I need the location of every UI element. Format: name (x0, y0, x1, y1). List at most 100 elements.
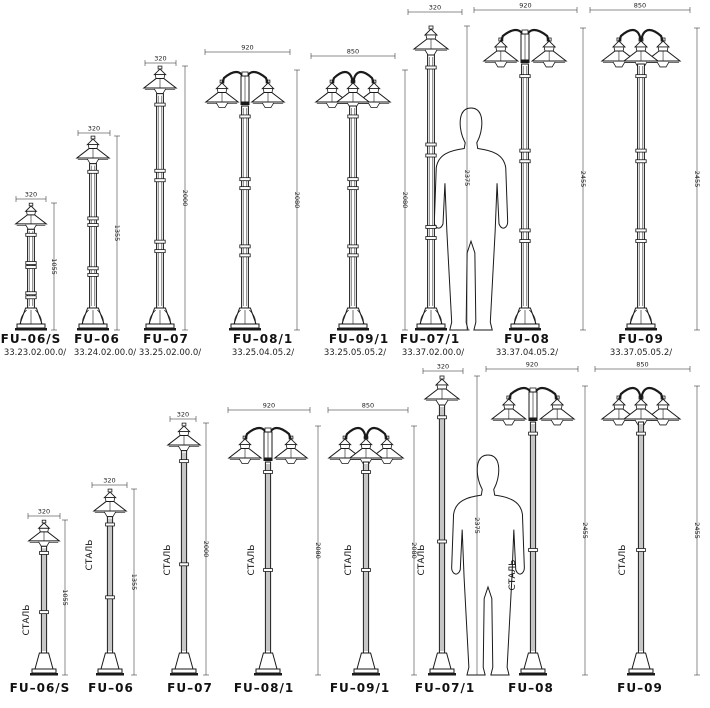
center-tower-lantern (263, 427, 273, 461)
lamp-post-top-7 (482, 28, 568, 331)
lantern-head (142, 65, 178, 95)
arm-assembly (482, 28, 568, 68)
width-dimension: 320 (77, 125, 111, 136)
width-dimension: 850 (589, 2, 691, 13)
height-dim-label: 1055 (61, 589, 69, 606)
height-dimension: 1355 (130, 488, 138, 676)
arm-assembly (490, 386, 576, 426)
arm-assembly (327, 426, 405, 465)
left-lantern-head (227, 435, 263, 465)
model-name: FU–07 (167, 681, 213, 695)
model-code: 33.25.04.05.2/ (232, 348, 294, 358)
width-dim-label: 850 (362, 402, 374, 410)
lamp-post-bottom-5 (327, 426, 405, 676)
height-dimension: 2000 (202, 422, 210, 676)
height-dimension: 2000 (181, 65, 189, 331)
width-dimension: 850 (310, 48, 396, 59)
post (30, 545, 58, 676)
height-dimension: 1055 (61, 519, 69, 676)
width-dim-label: 320 (38, 508, 50, 516)
width-dimension: 920 (204, 44, 291, 55)
steel-material-label: СТАЛЬ (344, 545, 354, 576)
height-dim-label: 1355 (130, 574, 138, 591)
right-lantern-head (273, 435, 309, 465)
width-dimension: 920 (473, 2, 578, 13)
width-dim-label: 920 (526, 361, 538, 369)
model-code: 33.37.02.00.0/ (402, 348, 464, 358)
steel-material-label: СТАЛЬ (508, 560, 518, 591)
lamp-post-top-4 (204, 70, 286, 331)
width-dim-label: 850 (347, 48, 359, 56)
lamp-post-bottom-6 (423, 375, 461, 676)
model-name: FU–09/1 (329, 332, 389, 346)
right-lantern-head (538, 395, 576, 426)
height-dimension: 2455 (693, 27, 701, 331)
width-dimension: 320 (15, 191, 47, 202)
lamp-post-top-8 (600, 28, 682, 331)
lamp-post-bottom-1 (27, 519, 61, 676)
center-lantern-head (348, 435, 384, 465)
lamp-post-bottom-3 (166, 422, 202, 676)
lantern-head (27, 519, 61, 547)
height-dimension: 2080 (401, 69, 409, 331)
post (170, 450, 198, 676)
model-name: FU–06/S (10, 681, 71, 695)
model-name: FU–08/1 (233, 332, 293, 346)
post (415, 54, 447, 331)
center-tower-lantern (528, 387, 538, 421)
model-code: 33.23.02.00.0/ (4, 348, 66, 358)
height-dim-label: 2080 (401, 192, 409, 209)
lantern-head (166, 422, 202, 452)
model-name: FU–08 (504, 332, 550, 346)
width-dimension: 320 (27, 508, 61, 519)
width-dim-label: 320 (88, 125, 100, 133)
center-lantern-head (622, 37, 660, 68)
dimensions-layer: 1055 320 1355 320 2000 320 2080 920 2080 850 2375 3… (15, 2, 701, 676)
lantern-head (75, 135, 111, 165)
height-dim-label: 2455 (579, 171, 587, 188)
height-dim-label: 2000 (202, 541, 210, 558)
lamp-post-top-5 (314, 70, 392, 331)
height-dimension: 2080 (410, 425, 418, 676)
width-dimension: 850 (594, 361, 691, 372)
model-name: FU–09 (618, 332, 664, 346)
post (428, 404, 456, 676)
steel-material-label: СТАЛЬ (247, 545, 257, 576)
width-dim-label: 320 (177, 411, 189, 419)
lantern-head (92, 488, 128, 518)
post (352, 461, 380, 676)
model-name: FU–07 (143, 332, 189, 346)
width-dimension: 320 (422, 363, 464, 374)
post (77, 163, 109, 331)
width-dimension: 320 (169, 411, 197, 422)
lamp-post-top-3 (142, 65, 178, 331)
lamp-post-top-6 (412, 25, 450, 331)
model-code: 33.25.05.05.2/ (324, 348, 386, 358)
lamp-post-bottom-8 (600, 386, 682, 676)
posts-layer (14, 25, 682, 676)
width-dim-label: 320 (25, 191, 37, 199)
model-code: 33.37.04.05.2/ (496, 348, 558, 358)
model-name: FU–08 (508, 681, 554, 695)
steel-material-label: СТАЛЬ (85, 540, 95, 571)
post (254, 461, 282, 676)
post (229, 105, 261, 331)
steel-material-label: СТАЛЬ (22, 605, 32, 636)
human-silhouette-bottom (451, 454, 525, 676)
model-name: FU–06/S (1, 332, 62, 346)
width-dim-label: 920 (263, 402, 275, 410)
height-dimension: 1355 (113, 135, 121, 331)
post (519, 421, 547, 676)
center-lantern-head (335, 79, 371, 109)
right-lantern-head (530, 37, 568, 68)
height-dim-label: 2080 (314, 542, 322, 559)
height-dim-label: 2455 (693, 522, 701, 539)
height-dim-label: 2080 (410, 542, 418, 559)
height-dim-label: 2455 (581, 522, 589, 539)
model-name: FU–06 (88, 681, 134, 695)
arm-assembly (314, 70, 392, 109)
left-lantern-head (204, 79, 240, 109)
width-dimension: 920 (227, 402, 311, 413)
post (96, 516, 124, 676)
